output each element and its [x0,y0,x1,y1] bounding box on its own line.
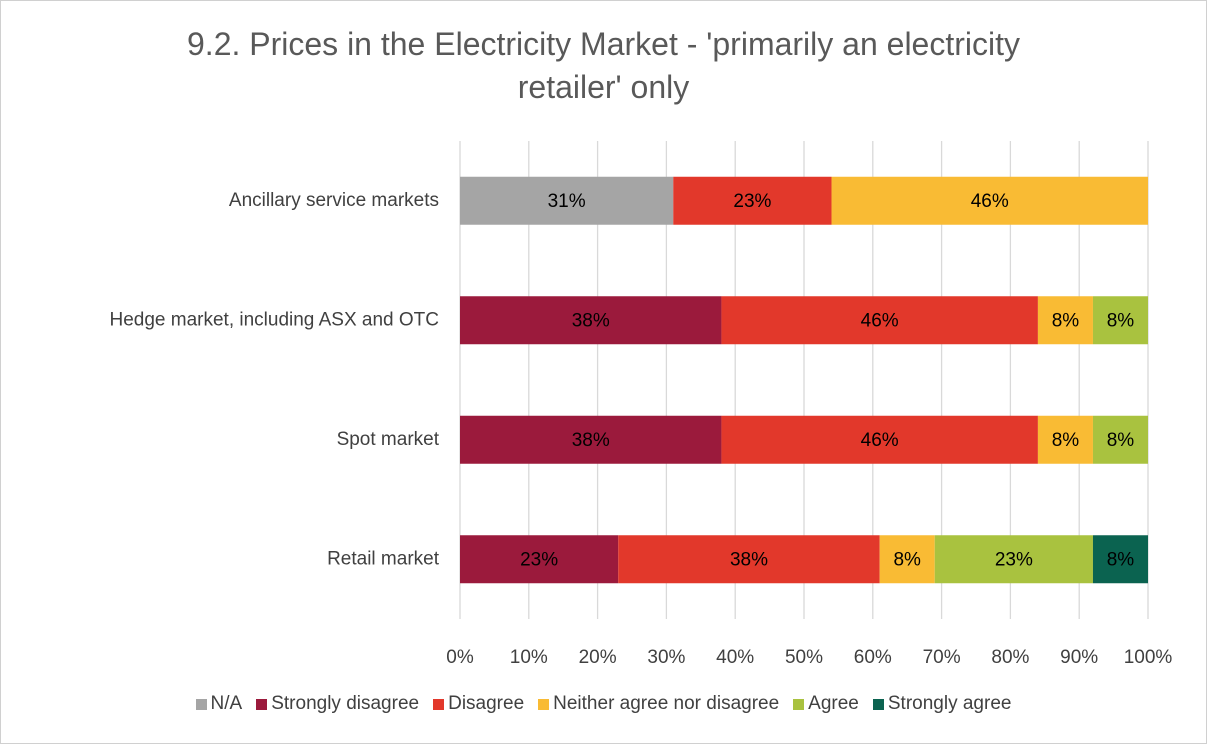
legend-swatch [538,698,550,710]
data-label: 8% [893,549,921,570]
x-tick-label: 10% [510,647,548,668]
x-tick-label: 20% [579,647,617,668]
legend-label: Agree [808,693,859,714]
x-tick-label: 30% [647,647,685,668]
legend-swatch [793,698,805,710]
legend-label: N/A [210,693,243,714]
data-label: 23% [995,549,1033,570]
y-tick-label: Ancillary service markets [229,190,439,211]
data-label: 8% [1107,430,1135,451]
x-tick-label: 60% [854,647,892,668]
data-label: 23% [733,191,771,212]
x-tick-label: 80% [991,647,1029,668]
bar-segment [460,176,674,225]
bar-segment [1092,415,1148,464]
data-label: 8% [1052,310,1080,331]
bar-segment [618,535,880,584]
bar-segment [1092,296,1148,345]
bar-segment [460,535,619,584]
y-tick-label: Hedge market, including ASX and OTC [109,309,439,330]
data-label: 46% [861,310,899,331]
legend-item: Neither agree nor disagree [538,693,779,715]
legend-item: Disagree [433,693,524,715]
data-label: 38% [572,430,610,451]
legend-label: Strongly disagree [271,693,420,714]
data-label: 8% [1052,430,1080,451]
bar-segment [721,415,1038,464]
data-label: 46% [971,191,1009,212]
x-tick-label: 100% [1124,647,1173,668]
legend-label: Neither agree nor disagree [553,693,780,714]
data-label: 23% [520,549,558,570]
data-label: 38% [730,549,768,570]
bar-segment [721,296,1038,345]
legend-label: Disagree [448,693,525,714]
data-label: 46% [861,430,899,451]
bar-segment [460,415,722,464]
bar-segment [1037,296,1093,345]
bar-segment [1092,535,1148,584]
data-label: 31% [548,191,586,212]
bar-segment [460,296,722,345]
y-tick-label: Spot market [337,429,440,450]
x-tick-label: 50% [785,647,823,668]
legend-swatch [195,698,207,710]
legend-item: Strongly disagree [256,693,419,715]
legend-swatch [256,698,268,710]
legend-swatch [872,698,884,710]
data-label: 38% [572,310,610,331]
bar-segment [673,176,832,225]
data-label: 8% [1107,310,1135,331]
legend-label: Strongly agree [887,693,1012,714]
legend-item: Strongly agree [872,693,1012,715]
x-tick-label: 90% [1060,647,1098,668]
x-tick-label: 40% [716,647,754,668]
x-tick-label: 0% [446,647,474,668]
legend: N/A Strongly disagree Disagree Neither agre… [1,693,1206,715]
legend-item: N/A [195,693,243,715]
legend-swatch [433,698,445,710]
bar-segment [1037,415,1093,464]
bar-segment [831,176,1148,225]
chart-title: 9.2. Prices in the Electricity Market - … [187,26,1020,105]
bar-segment [934,535,1093,584]
data-label: 8% [1107,549,1135,570]
x-tick-label: 70% [923,647,961,668]
legend-item: Agree [793,693,859,715]
bar-segment [879,535,935,584]
y-tick-label: Retail market [327,548,440,569]
